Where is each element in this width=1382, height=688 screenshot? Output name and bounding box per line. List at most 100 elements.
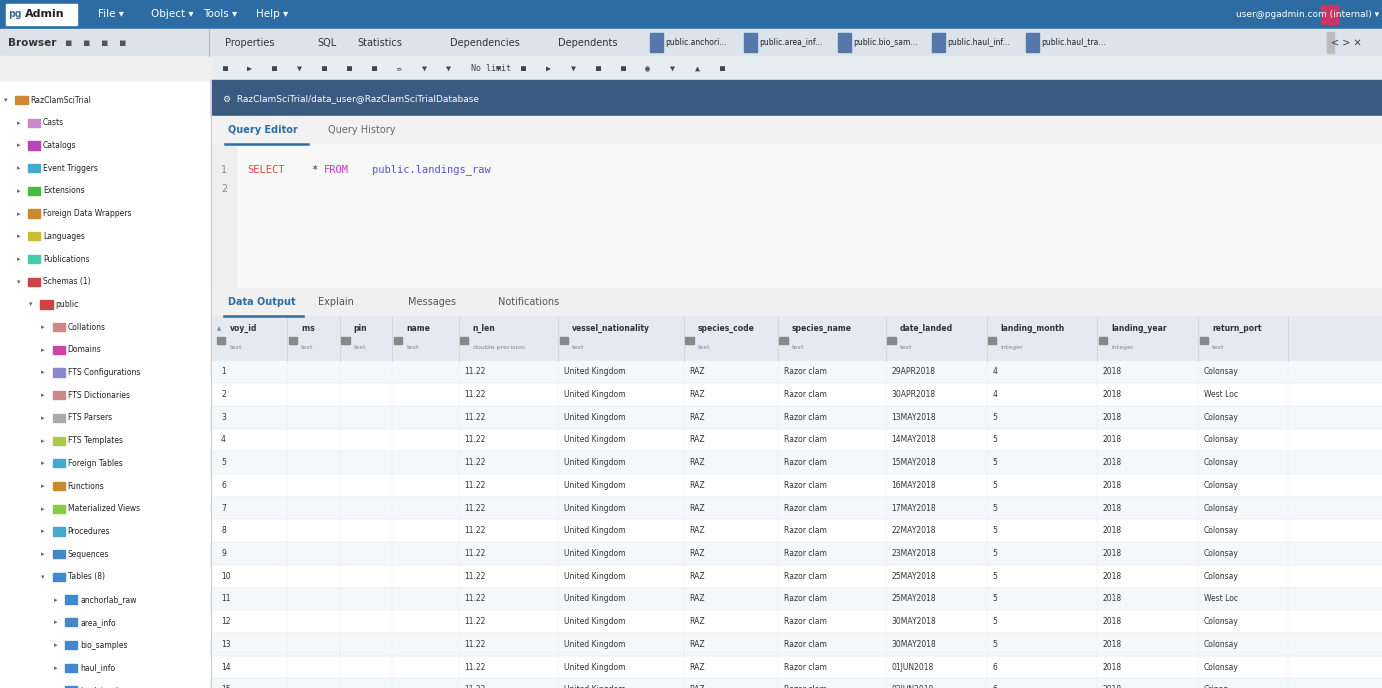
Text: RAZ: RAZ xyxy=(690,367,705,376)
Text: Razor clam: Razor clam xyxy=(784,572,826,581)
Text: Razor clam: Razor clam xyxy=(784,685,826,688)
Text: RAZ: RAZ xyxy=(690,617,705,626)
Text: 1: 1 xyxy=(221,367,225,376)
Text: ▸: ▸ xyxy=(17,233,21,239)
Text: RAZ: RAZ xyxy=(690,572,705,581)
Text: rns: rns xyxy=(301,324,315,333)
Bar xyxy=(211,678,1382,688)
Text: ▼: ▼ xyxy=(571,64,576,73)
Bar xyxy=(211,588,1382,610)
Text: species_name: species_name xyxy=(792,324,851,333)
Text: 5: 5 xyxy=(992,458,998,467)
Text: United Kingdom: United Kingdom xyxy=(564,594,626,603)
Bar xyxy=(211,497,1382,519)
Text: United Kingdom: United Kingdom xyxy=(564,458,626,467)
Text: public.anchori...: public.anchori... xyxy=(666,38,727,47)
Text: FTS Parsers: FTS Parsers xyxy=(68,413,112,422)
Text: 8: 8 xyxy=(221,526,225,535)
Text: Languages: Languages xyxy=(43,232,84,241)
Text: 2018: 2018 xyxy=(1103,526,1122,535)
Text: Domains: Domains xyxy=(68,345,101,354)
Bar xyxy=(211,519,1382,542)
Bar xyxy=(1099,336,1107,343)
Bar xyxy=(65,664,77,672)
Bar xyxy=(211,429,1382,451)
Text: Colonsay: Colonsay xyxy=(1204,549,1238,558)
Bar xyxy=(53,573,65,581)
Bar xyxy=(0,56,211,80)
Text: ▪: ▪ xyxy=(101,38,108,47)
Text: RAZ: RAZ xyxy=(690,413,705,422)
Text: Statistics: Statistics xyxy=(357,38,402,47)
Text: Colonsay: Colonsay xyxy=(1204,526,1238,535)
Text: user@pgadmin.com (internal) ▾: user@pgadmin.com (internal) ▾ xyxy=(1236,10,1379,19)
Text: Functions: Functions xyxy=(68,482,105,491)
Text: 30APR2018: 30APR2018 xyxy=(891,390,936,399)
Text: text: text xyxy=(1212,345,1224,350)
Text: Dependents: Dependents xyxy=(558,38,618,47)
Text: Colonsay: Colonsay xyxy=(1204,481,1238,490)
Bar xyxy=(53,414,65,422)
Bar xyxy=(211,542,1382,565)
Text: vessel_nationality: vessel_nationality xyxy=(572,324,650,333)
Text: ▲: ▲ xyxy=(695,64,701,73)
Text: ▸: ▸ xyxy=(17,165,21,171)
Bar xyxy=(460,336,468,343)
Text: Razor clam: Razor clam xyxy=(784,367,826,376)
Text: Data Output: Data Output xyxy=(228,297,296,307)
Text: Razor clam: Razor clam xyxy=(784,663,826,671)
Text: RAZ: RAZ xyxy=(690,594,705,603)
Text: 29APR2018: 29APR2018 xyxy=(891,367,936,376)
Text: Colonsay: Colonsay xyxy=(1204,504,1238,513)
Text: FROM: FROM xyxy=(323,165,348,175)
Text: 30MAY2018: 30MAY2018 xyxy=(891,640,936,649)
Text: 2: 2 xyxy=(221,390,225,399)
Text: RAZ: RAZ xyxy=(690,481,705,490)
Text: < > ✕: < > ✕ xyxy=(1331,38,1361,47)
Bar xyxy=(28,142,40,150)
Text: ▼: ▼ xyxy=(422,64,427,73)
Text: Tables (8): Tables (8) xyxy=(68,572,105,581)
Text: 1: 1 xyxy=(221,165,227,175)
Text: text: text xyxy=(572,345,585,350)
Text: Properties: Properties xyxy=(225,38,275,47)
Text: 2018: 2018 xyxy=(1103,663,1122,671)
Text: 5: 5 xyxy=(992,504,998,513)
Text: ▼: ▼ xyxy=(670,64,676,73)
Text: ■: ■ xyxy=(322,64,328,73)
Bar xyxy=(887,336,896,343)
Text: voy_id: voy_id xyxy=(229,324,257,333)
Text: Razor clam: Razor clam xyxy=(784,481,826,490)
Text: Colonsay: Colonsay xyxy=(1204,458,1238,467)
Text: text: text xyxy=(301,345,314,350)
Text: 5: 5 xyxy=(992,617,998,626)
Text: 11.22: 11.22 xyxy=(464,481,485,490)
Text: ▸: ▸ xyxy=(41,460,46,466)
Text: ▸: ▸ xyxy=(41,415,46,421)
Text: RAZ: RAZ xyxy=(690,549,705,558)
Text: 5: 5 xyxy=(992,549,998,558)
Text: ▪: ▪ xyxy=(119,38,126,47)
Text: Dependencies: Dependencies xyxy=(449,38,520,47)
Text: United Kingdom: United Kingdom xyxy=(564,685,626,688)
Text: Object ▾: Object ▾ xyxy=(151,10,193,19)
Text: ▸: ▸ xyxy=(41,483,46,489)
Text: ▸: ▸ xyxy=(41,369,46,376)
Bar xyxy=(211,610,1382,633)
Text: Colonsay: Colonsay xyxy=(1204,572,1238,581)
Bar xyxy=(40,301,53,309)
Text: Tools ▾: Tools ▾ xyxy=(203,10,238,19)
Text: SELECT: SELECT xyxy=(247,165,285,175)
Bar xyxy=(53,437,65,445)
Bar xyxy=(211,80,1382,688)
Text: 11.22: 11.22 xyxy=(464,685,485,688)
Text: public.haul_inf...: public.haul_inf... xyxy=(948,38,1010,47)
Bar xyxy=(0,0,1382,29)
Text: ▸: ▸ xyxy=(41,392,46,398)
Text: ▶: ▶ xyxy=(546,64,551,73)
Text: RazClamSciTrial: RazClamSciTrial xyxy=(30,96,91,105)
Text: 3: 3 xyxy=(221,413,227,422)
Bar xyxy=(211,565,1382,588)
Text: text: text xyxy=(900,345,912,350)
Text: 6: 6 xyxy=(992,685,998,688)
